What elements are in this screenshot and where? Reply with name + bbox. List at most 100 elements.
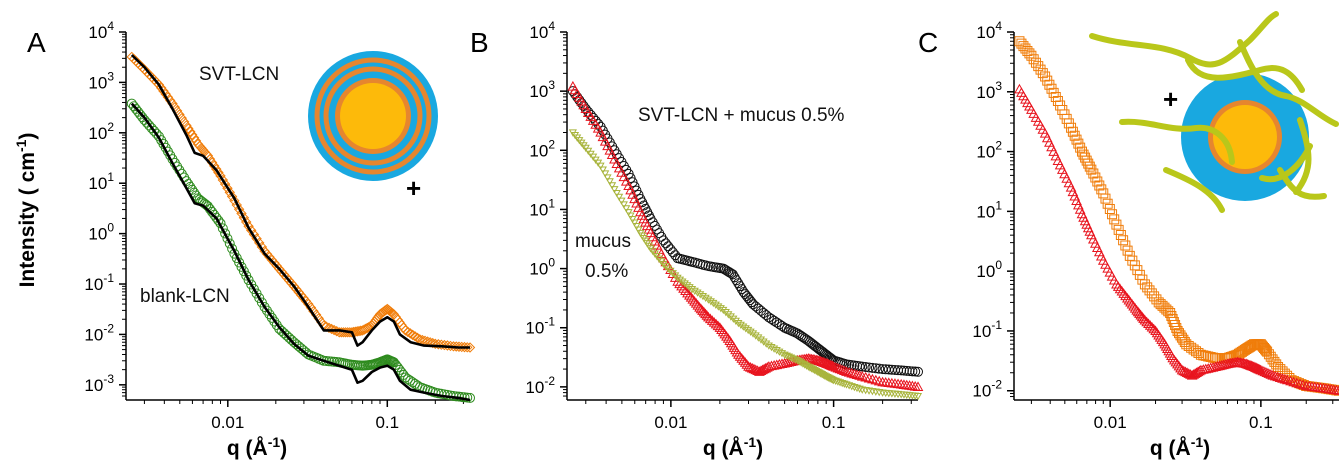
data-point — [326, 323, 337, 335]
data-point — [617, 197, 626, 205]
data-point — [1155, 299, 1166, 310]
data-point — [855, 385, 864, 393]
data-point — [1122, 245, 1133, 256]
data-point — [761, 310, 772, 321]
data-point — [726, 313, 735, 321]
data-point — [751, 332, 760, 340]
data-point — [1186, 342, 1197, 353]
data-point — [390, 359, 401, 370]
data-point — [712, 320, 724, 331]
data-point — [1037, 68, 1048, 79]
data-point — [711, 301, 720, 309]
data-point — [1040, 71, 1051, 82]
data-point — [660, 238, 671, 249]
data-point — [323, 322, 335, 334]
data-point — [683, 282, 692, 290]
y-tick-label: 102 — [529, 137, 555, 160]
data-point — [796, 330, 807, 341]
data-point — [912, 381, 924, 391]
y-tick-label: 10-1 — [84, 271, 114, 294]
y-tick-label: 10-2 — [84, 321, 114, 344]
data-point — [754, 334, 763, 342]
data-point — [1291, 377, 1303, 388]
data-point — [851, 369, 863, 380]
data-point — [1022, 45, 1033, 56]
data-point — [1141, 316, 1153, 327]
data-point — [628, 216, 637, 224]
data-point — [622, 205, 631, 213]
data-point — [605, 178, 614, 186]
data-point — [860, 362, 871, 373]
data-point — [153, 79, 165, 90]
data-point — [433, 339, 444, 350]
data-point — [1016, 38, 1027, 49]
y-tick-label: 10-2 — [525, 374, 555, 397]
data-point — [684, 290, 695, 300]
data-point — [1067, 126, 1078, 137]
data-point — [666, 267, 675, 276]
data-point — [708, 316, 720, 327]
data-point — [693, 289, 702, 297]
data-point — [1191, 346, 1202, 357]
data-point — [675, 276, 685, 284]
data-point — [612, 189, 621, 198]
data-point — [758, 363, 770, 374]
data-point — [860, 371, 872, 382]
data-point — [185, 126, 196, 137]
data-point — [226, 191, 238, 202]
data-point — [680, 280, 689, 288]
data-point — [259, 301, 270, 312]
series-mucus-0-5- — [567, 80, 924, 391]
data-point — [849, 368, 860, 379]
panel-label-a: A — [27, 27, 46, 58]
data-point — [689, 295, 700, 306]
data-point — [430, 338, 441, 350]
data-point — [904, 366, 915, 377]
data-point — [668, 270, 677, 278]
data-point — [801, 334, 812, 345]
data-point — [1127, 255, 1138, 266]
data-point — [736, 284, 747, 295]
data-point — [736, 353, 748, 363]
panel-label-c: C — [918, 27, 938, 58]
data-point — [706, 298, 715, 306]
data-point — [1269, 370, 1281, 381]
data-point — [907, 366, 918, 377]
data-point — [1137, 274, 1148, 285]
data-point — [464, 342, 476, 353]
data-point — [682, 287, 693, 298]
data-point — [759, 338, 768, 346]
data-point — [396, 367, 407, 378]
data-point — [442, 340, 453, 351]
data-point — [1086, 164, 1097, 175]
data-point — [680, 285, 691, 296]
data-point — [870, 374, 882, 385]
data-point — [603, 174, 612, 182]
data-point — [1334, 385, 1339, 396]
data-point — [585, 109, 596, 120]
y-tick-label: 102 — [88, 120, 114, 143]
data-point — [863, 372, 875, 383]
data-point — [901, 365, 912, 376]
data-point — [744, 326, 753, 335]
data-point — [825, 360, 837, 370]
data-point — [690, 297, 702, 308]
data-point — [363, 321, 374, 333]
data-point — [729, 272, 740, 283]
data-point — [1181, 339, 1192, 350]
y-tick-label: 100 — [529, 256, 555, 279]
data-point — [1063, 118, 1074, 129]
data-point — [1279, 373, 1291, 384]
data-point — [215, 170, 226, 182]
data-point — [663, 241, 674, 252]
data-point — [839, 365, 850, 376]
data-point — [1143, 318, 1154, 329]
data-point — [362, 322, 373, 334]
data-point — [762, 340, 771, 348]
data-point — [183, 123, 194, 134]
data-point — [1254, 364, 1266, 374]
data-point — [797, 332, 808, 343]
data-point — [665, 244, 676, 255]
data-point — [667, 247, 678, 258]
